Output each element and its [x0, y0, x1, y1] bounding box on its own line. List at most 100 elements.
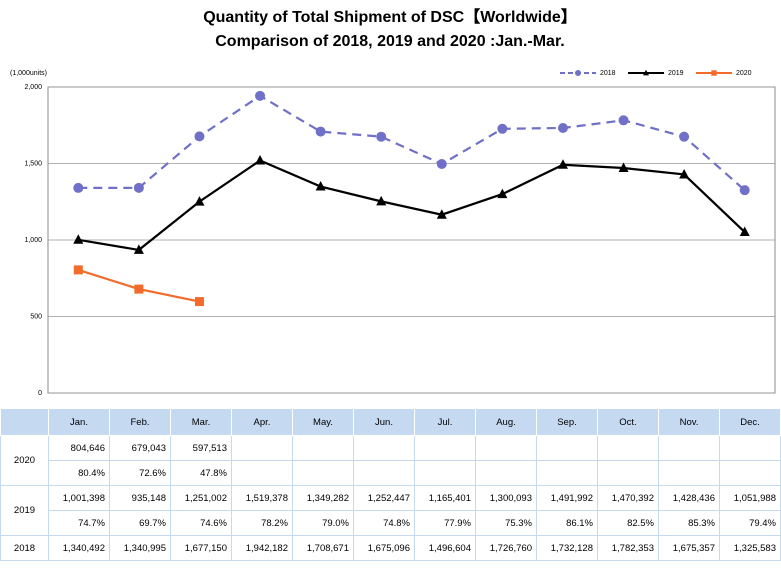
row-label: 2018 [0, 535, 49, 561]
point [739, 185, 750, 196]
y-tick-label: 1,000 [24, 237, 42, 244]
empty-cell [658, 435, 720, 461]
table-cell: 1,349,282 [292, 485, 354, 511]
table-cell: 1,165,401 [414, 485, 476, 511]
table-cell: 804,646 [48, 435, 110, 461]
table-cell: 77.9% [414, 510, 476, 536]
table-cell: 1,677,150 [170, 535, 232, 561]
empty-cell [597, 460, 659, 486]
header-cell: Apr. [231, 408, 293, 436]
empty-cell [292, 460, 354, 486]
legend-label: 2019 [668, 70, 684, 77]
point [134, 284, 144, 294]
row-label: 2019 [0, 485, 49, 536]
empty-cell [475, 460, 537, 486]
header-cell: Aug. [475, 408, 537, 436]
empty-cell [353, 460, 415, 486]
empty-cell [719, 435, 781, 461]
point [73, 182, 84, 193]
point [679, 131, 690, 142]
table-cell: 80.4% [48, 460, 110, 486]
table-cell: 75.3% [475, 510, 537, 536]
point [557, 122, 568, 133]
table-cell: 47.8% [170, 460, 232, 486]
table-cell: 1,491,992 [536, 485, 598, 511]
table-cell: 1,325,583 [719, 535, 781, 561]
point [376, 131, 387, 142]
header-cell: Nov. [658, 408, 720, 436]
table-cell: 1,732,128 [536, 535, 598, 561]
table-cell: 82.5% [597, 510, 659, 536]
y-tick-label: 500 [30, 313, 42, 320]
table-cell: 1,340,995 [109, 535, 171, 561]
point [376, 195, 387, 206]
point [194, 131, 205, 142]
header-cell: Mar. [170, 408, 232, 436]
table-cell: 86.1% [536, 510, 598, 536]
table-row: 2018 1,340,492 1,340,995 1,677,150 1,942,182… [0, 535, 781, 561]
table-row: 80.4% 72.6% 47.8% [1, 460, 781, 486]
empty-cell [536, 435, 598, 461]
legend-marker [643, 69, 649, 76]
header-cell: Jan. [48, 408, 110, 436]
empty-cell [475, 435, 537, 461]
empty-cell [353, 435, 415, 461]
table-cell: 85.3% [658, 510, 720, 536]
table-cell: 1,726,760 [475, 535, 537, 561]
table-cell: 1,001,398 [48, 485, 110, 511]
table-row: 2020 804,646 679,043 597,513 [0, 435, 781, 486]
point [194, 297, 204, 307]
chart-title: Quantity of Total Shipment of DSC【Worldw… [203, 8, 577, 26]
empty-cell [536, 460, 598, 486]
empty-cell [414, 435, 476, 461]
y-tick-label: 2,000 [24, 84, 42, 91]
empty-cell [658, 460, 720, 486]
table-row: 2019 1,001,398 935,148 1,251,002 1,519,378 1,… [0, 485, 781, 536]
table-cell: 1,251,002 [170, 485, 232, 511]
table-cell: 74.7% [48, 510, 110, 536]
empty-cell [231, 435, 293, 461]
table-cell: 597,513 [170, 435, 232, 461]
table-cell: 74.6% [170, 510, 232, 536]
table-cell: 79.0% [292, 510, 354, 536]
header-cell: Jul. [414, 408, 476, 436]
chart: Quantity of Total Shipment of DSC【Worldw… [10, 8, 776, 397]
table-cell: 1,675,357 [658, 535, 720, 561]
point [618, 115, 629, 126]
table-cell: 1,708,671 [292, 535, 354, 561]
legend-label: 2018 [600, 70, 616, 77]
table-cell: 72.6% [109, 460, 171, 486]
empty-cell [292, 435, 354, 461]
point [255, 155, 266, 165]
legend-marker [575, 70, 581, 76]
series-line [78, 159, 746, 252]
table-cell: 1,470,392 [597, 485, 659, 511]
header-cell: Oct. [597, 408, 659, 436]
table-cell: 1,428,436 [658, 485, 720, 511]
empty-cell [231, 460, 293, 486]
point [255, 90, 266, 101]
empty-cell [597, 435, 659, 461]
table-cell: 1,675,096 [353, 535, 415, 561]
point [73, 234, 84, 244]
point [315, 126, 326, 137]
table-cell: 679,043 [109, 435, 171, 461]
y-tick-label: 1,500 [24, 160, 42, 167]
point [739, 226, 750, 237]
table-cell: 78.2% [231, 510, 293, 536]
header-cell: May. [292, 408, 354, 436]
table-cell: 1,340,492 [48, 535, 110, 561]
empty-cell [414, 460, 476, 486]
table-cell: 74.8% [353, 510, 415, 536]
legend-label: 2020 [736, 70, 752, 77]
point [436, 159, 447, 170]
table-cell: 69.7% [109, 510, 171, 536]
point [497, 123, 508, 134]
chart-subtitle: Comparison of 2018, 2019 and 2020 :Jan.-… [215, 33, 564, 50]
header-cell: Sep. [536, 408, 598, 436]
table-cell: 935,148 [109, 485, 171, 511]
table-cell: 1,252,447 [353, 485, 415, 511]
point [679, 168, 690, 179]
table-header: Jan. Feb. Mar. Apr. May. Jun. Jul. Aug. Sep. Oct.… [0, 408, 781, 436]
